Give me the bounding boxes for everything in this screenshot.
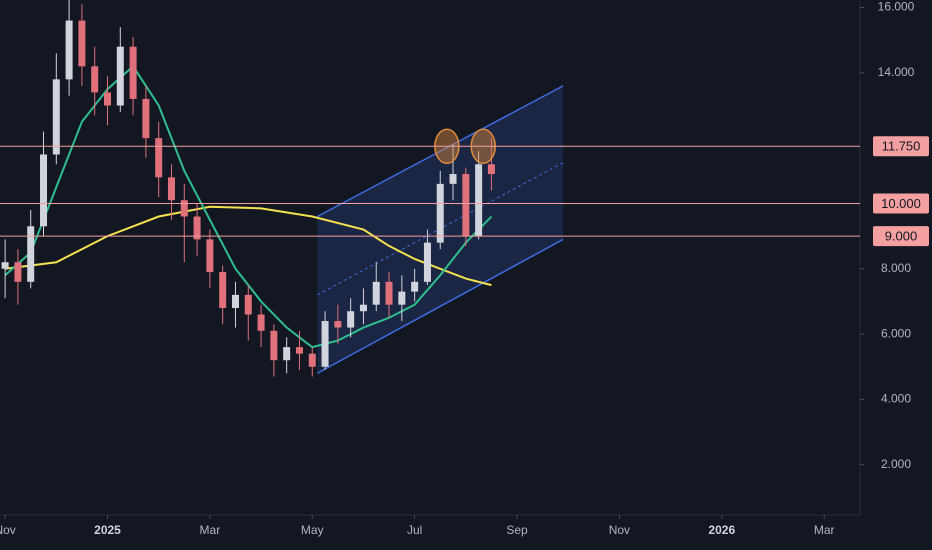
- candle-body: [385, 281, 393, 305]
- candle-body: [283, 347, 291, 361]
- candle-body: [423, 242, 431, 282]
- x-tick-label: Mar: [200, 523, 221, 537]
- candle-body: [219, 272, 227, 308]
- candle-body: [206, 239, 214, 273]
- channel-upper: [317, 85, 564, 218]
- level-label-box: [873, 226, 929, 247]
- y-tick-label: 8.000: [881, 261, 911, 275]
- candle-body: [231, 294, 239, 308]
- candle-body: [167, 177, 175, 201]
- y-tick-label: 4.000: [881, 392, 911, 406]
- candle-body: [104, 92, 111, 106]
- x-tick-label: Nov: [0, 523, 16, 537]
- candle-body: [372, 281, 380, 305]
- candle-body: [257, 314, 265, 331]
- x-tick-label: Nov: [609, 523, 630, 537]
- x-tick-label: 2026: [708, 523, 735, 537]
- candle-body: [78, 20, 86, 67]
- candle-body: [487, 164, 495, 175]
- level-label-box: [873, 193, 929, 214]
- x-tick-label: Jul: [407, 523, 422, 537]
- candle-body: [116, 46, 124, 106]
- candle-body: [129, 46, 137, 99]
- candle-body: [359, 304, 367, 312]
- channel-lower: [317, 238, 564, 374]
- x-tick-label: May: [301, 523, 324, 537]
- y-tick-label: 16.000: [878, 0, 915, 14]
- candle-body: [436, 183, 444, 243]
- candle-body: [244, 294, 252, 315]
- candle-body: [270, 330, 278, 361]
- x-tick-label: Sep: [506, 523, 528, 537]
- candle-body: [193, 216, 201, 240]
- candle-body: [398, 291, 406, 305]
- candle-body: [462, 174, 470, 237]
- candle-body: [40, 154, 48, 227]
- candle-body: [14, 262, 22, 282]
- y-tick-label: 14.000: [878, 65, 915, 79]
- candle-body: [449, 174, 457, 184]
- candle-body: [308, 353, 316, 367]
- candle-body: [27, 226, 35, 282]
- candle-body: [52, 79, 60, 155]
- candle-body: [411, 281, 419, 292]
- y-tick-label: 6.000: [881, 326, 911, 340]
- level-label: 10.000: [881, 196, 921, 211]
- candle-body: [475, 164, 483, 237]
- candle-body: [334, 321, 342, 328]
- candle-body: [321, 321, 329, 367]
- candle-body: [295, 347, 303, 354]
- candle-body: [180, 200, 188, 217]
- y-tick-label: 2.000: [881, 457, 911, 471]
- level-label: 9.000: [885, 229, 918, 244]
- candle-body: [347, 311, 355, 328]
- x-tick-label: 2025: [94, 523, 121, 537]
- candle-body: [1, 262, 9, 269]
- candle-body: [91, 66, 99, 93]
- candle-body: [155, 138, 163, 178]
- level-label: 11.750: [882, 139, 921, 154]
- level-label-box: [873, 136, 929, 157]
- x-tick-label: Mar: [814, 523, 835, 537]
- candle-body: [142, 98, 150, 139]
- candle-body: [65, 20, 73, 80]
